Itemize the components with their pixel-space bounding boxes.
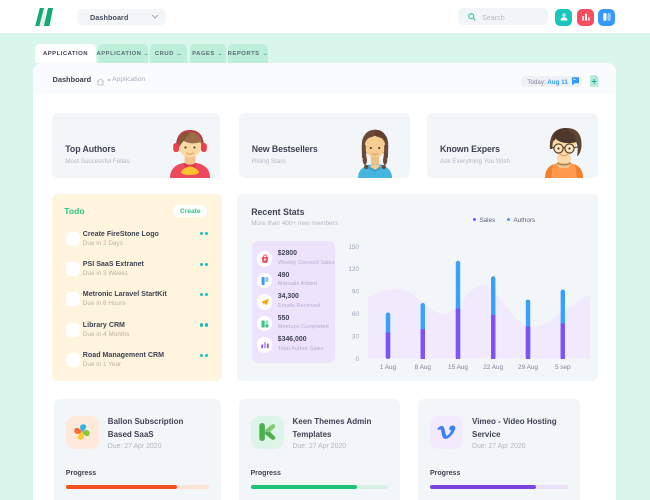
svg-text:0: 0 (355, 355, 359, 362)
svg-text:5 sep: 5 sep (555, 364, 571, 371)
svg-text:8 Aug: 8 Aug (414, 364, 431, 371)
svg-text:22 Aug: 22 Aug (483, 364, 503, 371)
svg-text:120: 120 (348, 266, 359, 273)
svg-text:90: 90 (352, 288, 360, 295)
svg-text:30: 30 (352, 333, 360, 340)
svg-text:1 Aug: 1 Aug (380, 364, 397, 371)
svg-text:29 Aug: 29 Aug (518, 364, 538, 371)
svg-text:150: 150 (348, 243, 359, 250)
svg-text:60: 60 (352, 311, 360, 318)
svg-text:15 Aug: 15 Aug (448, 364, 468, 371)
